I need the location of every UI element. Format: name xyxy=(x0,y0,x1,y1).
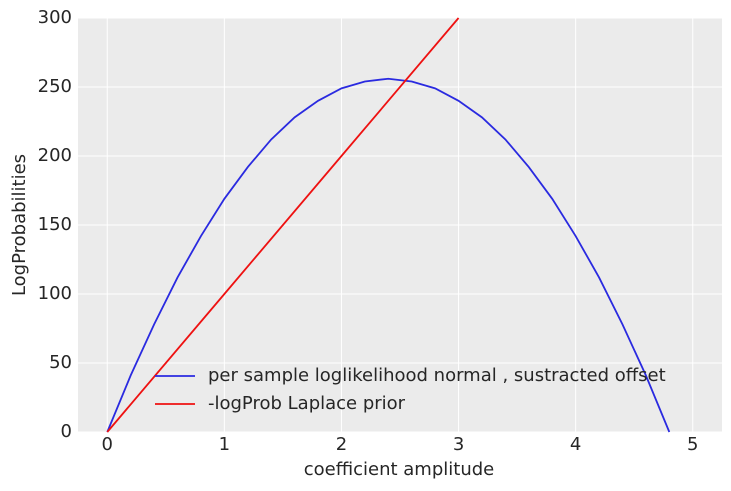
x-tick-label: 4 xyxy=(570,434,581,455)
y-tick-label: 150 xyxy=(38,214,72,235)
line xyxy=(106,77,671,433)
y-tick-label: 100 xyxy=(38,283,72,304)
legend-label: per sample loglikelihood normal , sustra… xyxy=(208,365,666,386)
x-tick-label: 1 xyxy=(219,434,230,455)
x-tick-label: 3 xyxy=(453,434,464,455)
x-tick-label: 2 xyxy=(336,434,347,455)
x-tick-label: 0 xyxy=(102,434,113,455)
y-tick-label: 300 xyxy=(38,7,72,28)
y-tick-label: 200 xyxy=(38,145,72,166)
line xyxy=(106,17,460,433)
x-axis-label: coefficient amplitude xyxy=(304,459,495,480)
y-tick-label: 250 xyxy=(38,76,72,97)
legend-label: -logProb Laplace prior xyxy=(208,393,406,414)
legend: per sample loglikelihood normal , sustra… xyxy=(155,365,666,414)
y-tick-label: 50 xyxy=(49,352,72,373)
y-axis-label: LogProbabilities xyxy=(9,154,30,296)
y-tick-label: 0 xyxy=(61,421,72,442)
x-tick-label: 5 xyxy=(687,434,698,455)
